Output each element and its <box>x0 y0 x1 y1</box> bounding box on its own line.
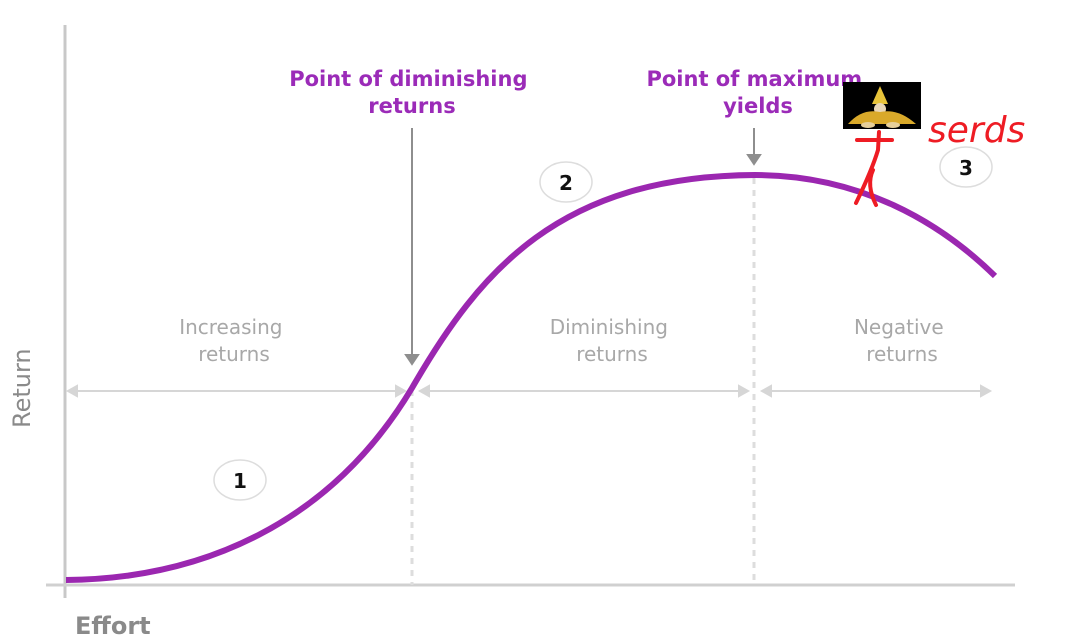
x-axis-label: Effort <box>75 612 151 640</box>
zone-badge-1: 1 <box>213 459 267 501</box>
zone-label-diminishing: Diminishing returns <box>550 315 675 366</box>
red-scribble <box>854 130 894 207</box>
svg-text:1: 1 <box>233 469 247 493</box>
y-axis-label: Return <box>8 348 36 428</box>
maximum-yield-label: Point of maximum yields <box>646 67 869 118</box>
svg-text:2: 2 <box>559 171 573 195</box>
range-arrows <box>65 384 993 398</box>
pointer-arrows <box>404 128 762 366</box>
svg-text:3: 3 <box>959 156 973 180</box>
zone-badge-3: 3 <box>939 146 993 188</box>
return-curve <box>65 171 998 583</box>
zone-label-negative: Negative returns <box>854 315 950 366</box>
zone-badge-2: 2 <box>539 161 593 203</box>
zone-label-increasing: Increasing returns <box>179 315 289 366</box>
handwritten-serds: serds <box>928 110 1025 151</box>
clown-sticker-image <box>843 82 921 129</box>
diminishing-point-label: Point of diminishing returns <box>289 67 535 118</box>
